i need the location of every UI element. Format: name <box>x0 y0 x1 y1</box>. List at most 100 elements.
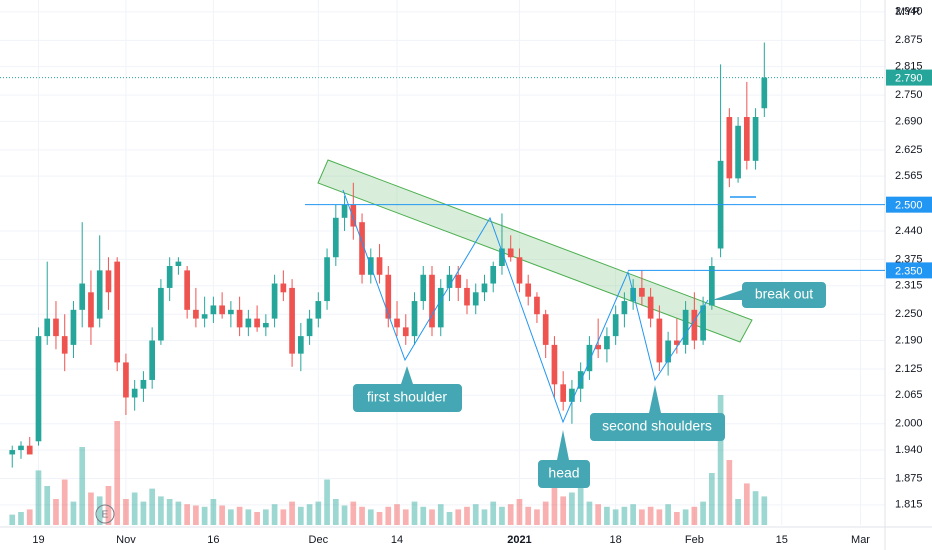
volume-bar <box>761 496 768 525</box>
candle-body <box>691 309 698 341</box>
candle-body <box>402 327 409 337</box>
candle-body <box>411 301 418 337</box>
candle-body <box>490 266 497 284</box>
candle-body <box>455 274 462 288</box>
candle-body <box>674 340 680 345</box>
y-tick-label: 1.875 <box>895 472 923 484</box>
candle-body <box>385 274 392 319</box>
volume-bar <box>394 504 400 525</box>
volume-bar <box>726 460 733 525</box>
candle-body <box>18 445 24 451</box>
candle-body <box>700 305 706 341</box>
price-label-box <box>886 262 932 279</box>
price-label-box <box>886 196 932 213</box>
candle-body <box>394 318 400 328</box>
volume-bar <box>184 504 190 525</box>
candle-body <box>88 292 94 328</box>
volume-bar <box>70 501 77 525</box>
candle-body <box>158 287 164 341</box>
x-tick-label: 16 <box>207 534 219 546</box>
callout-box <box>353 366 462 412</box>
volume-bar <box>420 506 427 525</box>
callouts: first shoulder head second shoulders bre… <box>353 282 826 488</box>
candle-body <box>79 283 86 310</box>
volume-bar <box>53 499 59 525</box>
candle-body <box>682 309 689 345</box>
volume-bar <box>639 509 645 525</box>
volume-bar <box>201 506 208 525</box>
candle-body <box>534 296 540 315</box>
volume-bar <box>350 501 357 525</box>
candle-body <box>26 445 33 455</box>
volume-bar <box>131 492 138 525</box>
volume-bar <box>507 504 514 525</box>
candle-body <box>70 309 77 345</box>
axes: 2.940 2.875 2.815 2.750 2.690 2.625 2.565 2.440… <box>0 6 932 546</box>
price-label: 2.790 <box>895 72 923 84</box>
volume-bar <box>674 512 680 525</box>
volume-bar <box>341 505 348 525</box>
candle-body <box>61 336 68 354</box>
candle-body <box>201 314 208 319</box>
volume-bar <box>245 509 252 525</box>
volume-bar <box>359 506 365 525</box>
volume-bar <box>630 504 636 525</box>
candle-body <box>542 314 549 345</box>
volume-bar <box>228 509 234 525</box>
volume-bar <box>569 492 575 525</box>
volume-bar <box>297 506 304 525</box>
event-marker[interactable] <box>95 504 115 524</box>
volume-bar <box>280 509 287 525</box>
volume-bar <box>464 506 470 525</box>
x-tick-label: 15 <box>776 534 788 546</box>
candle-body <box>306 318 313 337</box>
volume-bar <box>324 479 330 525</box>
volume-bar <box>437 504 444 525</box>
y-tick-label: 2.750 <box>895 89 923 101</box>
candle-body <box>332 217 339 258</box>
volume-bar <box>96 496 103 525</box>
candle-body <box>140 379 147 389</box>
candle-body <box>254 318 260 328</box>
candle-body <box>166 266 173 288</box>
y-tick-label: 2.190 <box>895 334 923 346</box>
y-tick-label: 2.125 <box>895 363 923 375</box>
y-tick-label: 2.690 <box>895 115 923 127</box>
volume-bar <box>709 473 715 525</box>
annotation: second shoulders <box>602 418 712 434</box>
volume-bar <box>402 509 409 525</box>
volume-bar <box>551 486 558 525</box>
y-tick-label: 2.250 <box>895 308 923 320</box>
x-tick-label: Dec <box>309 534 329 546</box>
candle-body <box>735 125 741 179</box>
candle-body <box>271 283 278 319</box>
candle-body <box>44 318 51 337</box>
candle-body <box>193 309 199 319</box>
price-label: 2.350 <box>895 265 923 277</box>
volume-bar <box>490 501 497 525</box>
candle-body <box>761 77 768 109</box>
annotation: break out <box>755 286 813 302</box>
callout-box <box>712 282 826 308</box>
volume-bar <box>743 483 750 525</box>
candle-body <box>289 287 295 354</box>
volume-bar <box>665 504 671 525</box>
candle-body <box>472 292 479 306</box>
volume-bar <box>735 499 741 525</box>
volume-bar <box>577 479 584 525</box>
volume-bar <box>682 509 689 525</box>
candle-body <box>437 287 444 328</box>
volume-bar <box>140 501 147 525</box>
volume-bar <box>114 421 121 525</box>
candle-body <box>350 204 357 227</box>
volume-bar <box>429 509 435 525</box>
x-tick-label: 18 <box>610 534 622 546</box>
candle-body <box>560 384 567 402</box>
volume-bar <box>752 491 759 525</box>
volume-bar <box>525 506 532 525</box>
volume-bar <box>306 504 313 525</box>
volume-bar <box>621 506 628 525</box>
volume-bar <box>700 501 706 525</box>
volume-bar <box>236 506 243 525</box>
candle-body <box>639 287 645 297</box>
